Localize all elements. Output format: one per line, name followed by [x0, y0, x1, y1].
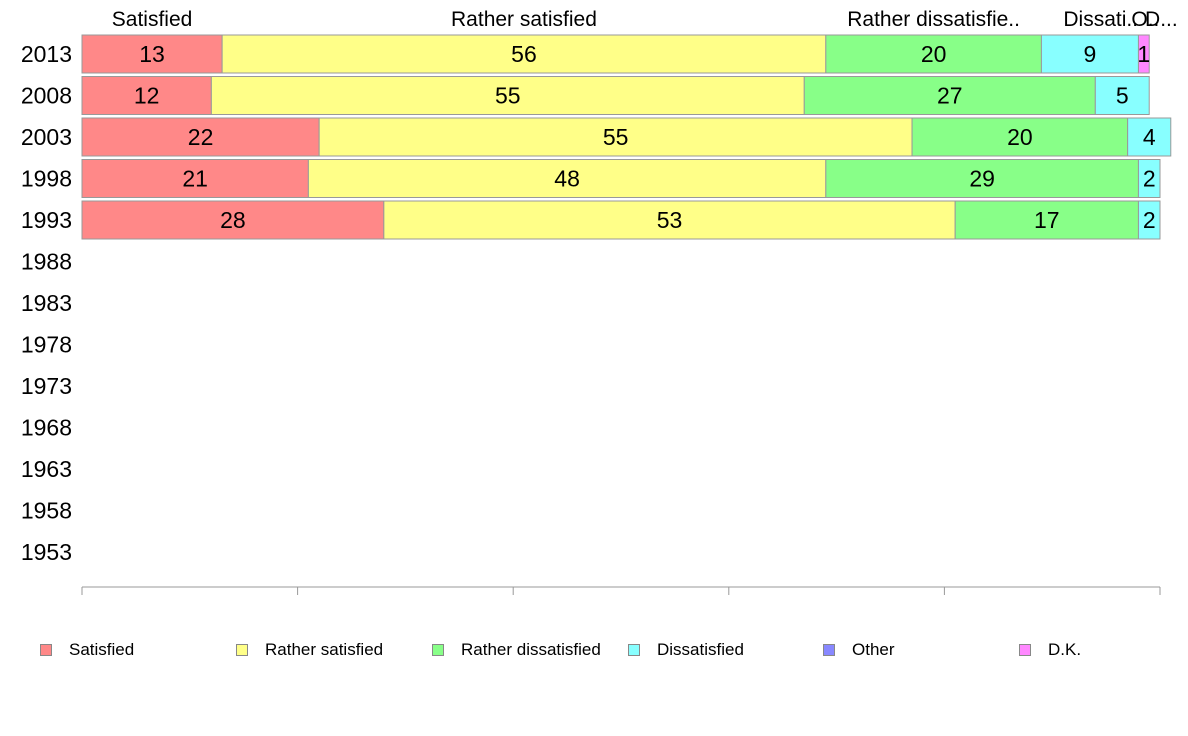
- legend-swatch: [628, 644, 640, 656]
- data-label: 5: [1116, 83, 1129, 109]
- bar-segment: [81, 159, 309, 198]
- y-tick-label: 1973: [21, 373, 72, 399]
- bar-segment: [1137, 200, 1161, 240]
- legend-item: Rather dissatisfied: [432, 638, 601, 662]
- legend-label: Dissatisfied: [657, 640, 744, 659]
- data-label: 55: [603, 124, 629, 150]
- data-label: 21: [182, 166, 208, 192]
- data-label: 22: [188, 124, 214, 150]
- segment-header-labels: Satisfied Rather satisfied Rather dissatis…: [112, 8, 1178, 31]
- bar-segment: [825, 159, 1139, 198]
- legend-item: Other: [823, 638, 895, 662]
- segment-header-label: Rather satisfied: [451, 8, 597, 31]
- bar-segments: 13 56 20 9 1 12 55 27 5 22 55 20 4 21 48 29 2 28 53 17 2: [81, 34, 1172, 240]
- data-label: 17: [1034, 207, 1060, 233]
- data-label: 4: [1143, 124, 1156, 150]
- y-tick-label: 1963: [21, 456, 72, 482]
- stacked-bar-chart: Satisfied Rather satisfied Rather dissatis…: [21, 8, 1178, 595]
- bar-segment: [803, 76, 1096, 115]
- legend-swatch: [40, 644, 52, 656]
- legend-item: D.K.: [1019, 638, 1081, 662]
- legend-label: Rather satisfied: [265, 640, 384, 659]
- data-label: 27: [937, 83, 963, 109]
- segment-header-label: O..: [1131, 8, 1159, 31]
- data-label: 48: [554, 166, 580, 192]
- y-tick-label: 1968: [21, 415, 72, 441]
- legend-swatch: [236, 644, 248, 656]
- bar-segment: [210, 76, 805, 115]
- data-label: 55: [495, 83, 521, 109]
- data-label: 56: [511, 41, 537, 67]
- legend-label: Satisfied: [69, 640, 135, 659]
- bar-segment: [221, 34, 827, 74]
- data-label: 9: [1084, 41, 1097, 67]
- bar-segment: [1127, 117, 1172, 157]
- y-tick-label: 1978: [21, 332, 72, 358]
- legend-label: Rather dissatisfied: [461, 640, 601, 659]
- data-label: 29: [969, 166, 995, 192]
- data-label: 1: [1137, 41, 1150, 67]
- data-label: 2: [1143, 207, 1156, 233]
- bar-segment: [1137, 159, 1161, 198]
- data-label: 53: [657, 207, 683, 233]
- x-axis: 020406080100: [81, 586, 1161, 595]
- legend-label: Other: [852, 640, 895, 659]
- data-label: 20: [1007, 124, 1033, 150]
- data-label: 20: [921, 41, 947, 67]
- legend-item: Rather satisfied: [236, 638, 383, 662]
- segment-header-label: Satisfied: [112, 8, 193, 31]
- legend: Satisfied Rather satisfied Rather dissatis…: [0, 638, 1188, 662]
- bar-segment: [307, 159, 827, 198]
- y-axis: 2013 2008 2003 1998 1993 1988 1983 1978 1973 1968…: [21, 41, 72, 565]
- bar-segment: [1137, 34, 1150, 74]
- y-tick-label: 1998: [21, 166, 72, 192]
- bar-segment: [81, 76, 212, 115]
- bar-segment: [1094, 76, 1150, 115]
- legend-swatch: [432, 644, 444, 656]
- legend-item: Satisfied: [40, 638, 134, 662]
- y-tick-label: 1983: [21, 290, 72, 316]
- data-label: 2: [1143, 166, 1156, 192]
- segment-header-label: D...: [1145, 8, 1178, 31]
- data-label: 12: [134, 83, 160, 109]
- y-tick-label: 1953: [21, 539, 72, 565]
- y-tick-label: 1993: [21, 207, 72, 233]
- legend-label: D.K.: [1048, 640, 1082, 659]
- y-tick-label: 2003: [21, 124, 72, 150]
- legend-item: Dissatisfied: [628, 638, 744, 662]
- bar-segment: [81, 117, 320, 157]
- bar-segment: [383, 200, 956, 240]
- data-label: 28: [220, 207, 246, 233]
- bar-segment: [911, 117, 1129, 157]
- legend-swatch: [823, 644, 835, 656]
- y-tick-label: 1958: [21, 498, 72, 524]
- segment-header-label: Dissati..: [1063, 8, 1138, 31]
- bar-segment: [81, 200, 385, 240]
- data-label: 13: [139, 41, 165, 67]
- legend-swatch: [1019, 644, 1031, 656]
- segment-header-label: Rather dissatisfie..: [847, 8, 1020, 31]
- y-tick-label: 2008: [21, 83, 72, 109]
- y-tick-label: 1988: [21, 249, 72, 275]
- y-tick-label: 2013: [21, 41, 72, 67]
